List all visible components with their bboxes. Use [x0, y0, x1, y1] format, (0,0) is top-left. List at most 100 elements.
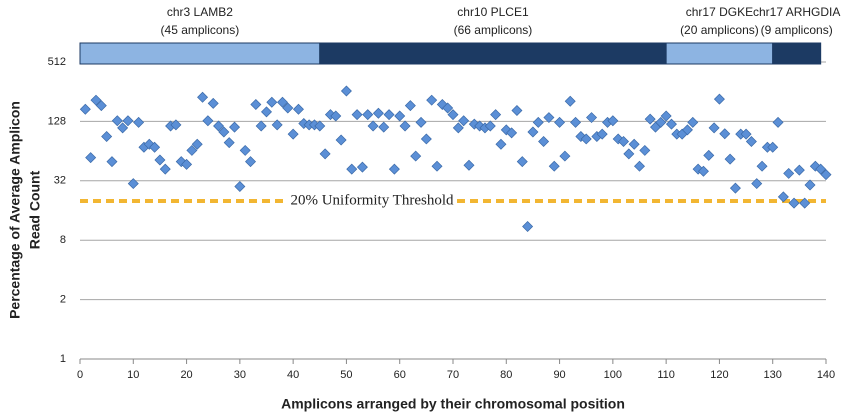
data-point: [346, 163, 358, 175]
data-point: [740, 128, 752, 140]
region-name: chr17 ARHGDIA: [753, 5, 840, 19]
data-point: [660, 110, 672, 122]
y-tick-label: 512: [48, 56, 66, 68]
data-point: [351, 109, 363, 121]
region-count: (9 amplicons): [761, 23, 833, 37]
data-point: [367, 120, 379, 132]
data-point: [239, 144, 251, 156]
data-point: [218, 126, 230, 138]
data-point: [250, 98, 262, 110]
data-point: [639, 144, 651, 156]
x-tick-label: 0: [77, 369, 83, 381]
data-point: [820, 169, 832, 181]
data-point: [271, 119, 283, 131]
data-point: [511, 105, 523, 117]
data-point: [319, 148, 331, 160]
x-tick-label: 130: [764, 369, 782, 381]
data-point: [335, 134, 347, 146]
data-point: [106, 156, 118, 168]
data-point: [330, 110, 342, 122]
y-tick-label: 128: [48, 115, 66, 127]
data-point: [793, 164, 805, 176]
y-axis-title: Read Count: [27, 170, 43, 249]
x-tick-label: 90: [553, 369, 565, 381]
data-point: [149, 141, 161, 153]
data-point: [527, 126, 539, 138]
data-point: [516, 156, 528, 168]
region-count: (20 amplicons): [680, 23, 759, 37]
data-point: [415, 116, 427, 128]
data-point: [687, 116, 699, 128]
data-point: [580, 133, 592, 145]
data-point: [442, 102, 454, 114]
data-point: [276, 96, 288, 108]
y-tick-label: 8: [60, 234, 66, 246]
data-point: [234, 181, 246, 193]
data-point: [570, 116, 582, 128]
data-point: [111, 115, 123, 127]
threshold-label: 20% Uniformity Threshold: [290, 192, 454, 208]
data-point: [292, 103, 304, 115]
data-point: [79, 103, 91, 115]
data-point: [122, 115, 134, 127]
data-point: [767, 141, 779, 153]
data-point: [474, 120, 486, 132]
x-tick-label: 80: [500, 369, 512, 381]
data-point: [607, 115, 619, 127]
region-band: [772, 42, 822, 65]
data-point: [559, 150, 571, 162]
data-point: [223, 137, 235, 149]
data-point: [815, 163, 827, 175]
data-point: [383, 109, 395, 121]
data-point: [127, 178, 139, 190]
y-tick-label: 32: [54, 175, 66, 187]
data-point: [634, 160, 645, 172]
region-band: [79, 42, 321, 65]
data-point: [713, 93, 725, 105]
data-point: [452, 122, 464, 134]
data-point: [420, 133, 432, 145]
data-point: [586, 112, 598, 124]
data-point: [575, 130, 587, 142]
data-point: [356, 161, 368, 173]
data-point: [484, 120, 496, 132]
data-point: [95, 100, 107, 112]
data-point: [543, 112, 555, 124]
data-point: [245, 156, 257, 168]
data-point: [458, 115, 470, 127]
data-point: [404, 100, 416, 112]
data-point: [314, 120, 326, 132]
data-point: [117, 122, 129, 134]
data-point: [202, 115, 214, 127]
data-point: [282, 102, 294, 114]
data-point: [697, 165, 709, 177]
data-point: [197, 91, 209, 103]
data-point: [708, 122, 720, 134]
data-point: [729, 182, 741, 194]
data-point: [612, 133, 624, 145]
data-point: [777, 191, 789, 203]
x-tick-label: 70: [447, 369, 459, 381]
data-point: [500, 124, 512, 136]
y-tick-label: 1: [60, 353, 66, 365]
data-point: [804, 179, 816, 191]
y-tick-label: 2: [60, 294, 66, 306]
data-point: [628, 138, 640, 150]
x-tick-label: 140: [817, 369, 835, 381]
data-point: [372, 107, 384, 119]
data-point: [431, 160, 443, 172]
data-point: [229, 121, 241, 133]
data-point: [618, 136, 630, 148]
x-axis-title: Amplicons arranged by their chromosomal …: [281, 396, 625, 412]
data-point: [261, 106, 272, 118]
data-point: [207, 97, 219, 109]
region-count: (45 amplicons): [161, 23, 240, 37]
data-point: [596, 128, 608, 140]
x-tick-label: 30: [234, 369, 246, 381]
data-point: [681, 124, 693, 136]
threshold-label-bg: [287, 192, 458, 209]
data-point: [463, 159, 475, 171]
x-tick-label: 120: [710, 369, 728, 381]
data-point: [388, 163, 400, 175]
data-point: [181, 158, 193, 170]
